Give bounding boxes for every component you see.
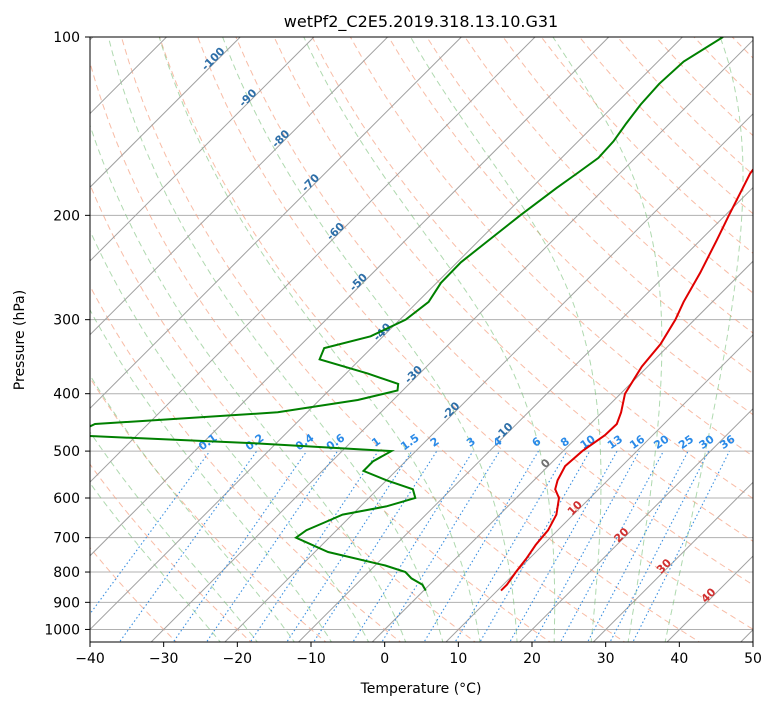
isotherm-line bbox=[224, 113, 753, 642]
mixing-ratio-line bbox=[479, 450, 591, 642]
x-tick-label: 50 bbox=[744, 651, 762, 667]
dry-adiabat-line bbox=[349, 37, 753, 457]
moist-adiabat-line bbox=[303, 37, 556, 642]
dry-adiabat-line bbox=[273, 37, 753, 542]
dry-adiabat-line bbox=[90, 463, 252, 642]
chart-title: wetPf2_C2E5.2019.318.13.10.G31 bbox=[284, 12, 558, 32]
mixing-ratio-line bbox=[381, 450, 501, 642]
isotherm-line bbox=[297, 186, 753, 642]
x-tick-label: 20 bbox=[523, 651, 541, 667]
dry-adiabat-line bbox=[90, 61, 551, 642]
sounding-series bbox=[90, 37, 753, 592]
dry-adiabat-line bbox=[197, 37, 753, 630]
y-tick-label: 300 bbox=[53, 313, 80, 329]
mixing-ratio-line bbox=[559, 450, 664, 642]
y-tick-label: 1000 bbox=[44, 622, 80, 638]
mixing-ratio-line bbox=[632, 450, 730, 642]
moist-adiabat-line bbox=[107, 37, 444, 642]
isotherm-line bbox=[371, 260, 753, 642]
dry-adiabat-line bbox=[235, 37, 753, 586]
dry-adiabat-line bbox=[426, 37, 753, 375]
y-tick-label: 600 bbox=[53, 491, 80, 507]
moist-adiabat-line bbox=[410, 37, 602, 642]
isotherm-line bbox=[445, 334, 753, 642]
plot-grid bbox=[90, 37, 753, 642]
x-tick-label: −30 bbox=[149, 651, 179, 667]
plot-frame bbox=[89, 36, 754, 643]
mixing-ratio-line bbox=[454, 450, 568, 642]
x-tick-label: 0 bbox=[380, 651, 389, 667]
dry-adiabat-line bbox=[120, 37, 626, 642]
isotherm-line bbox=[90, 37, 463, 410]
x-tick-label: −10 bbox=[296, 651, 326, 667]
moist-adiabat-line bbox=[90, 229, 370, 642]
dewpoint-line bbox=[90, 37, 724, 592]
x-tick-label: 40 bbox=[670, 651, 688, 667]
moist-adiabat-line bbox=[90, 123, 407, 642]
isotherm-line bbox=[90, 37, 389, 336]
moist-adiabat-line bbox=[664, 37, 744, 642]
isotherm-line bbox=[90, 37, 536, 483]
isotherm-line bbox=[90, 37, 241, 188]
x-tick-label: 30 bbox=[597, 651, 615, 667]
mixing-ratio-line bbox=[286, 450, 413, 642]
y-tick-label: 700 bbox=[53, 531, 80, 547]
moist-adiabat-line bbox=[552, 37, 663, 642]
y-tick-label: 200 bbox=[53, 208, 80, 224]
mixing-ratio-line bbox=[509, 450, 618, 642]
isotherm-line bbox=[592, 481, 753, 642]
x-tick-label: −20 bbox=[223, 651, 253, 667]
y-tick-label: 400 bbox=[53, 387, 80, 403]
mixing-ratio-line bbox=[533, 450, 640, 642]
mixing-ratio-line bbox=[90, 450, 211, 615]
dry-adiabat-line bbox=[90, 376, 327, 642]
dry-adiabat-line bbox=[311, 37, 753, 500]
x-axis-ticks: −40 −30 −20 −10 0 10 20 30 40 50 bbox=[75, 642, 762, 667]
isotherm-line bbox=[518, 407, 753, 642]
mixing-ratio-line bbox=[205, 450, 339, 642]
y-axis-label: Pressure (hPa) bbox=[12, 290, 28, 390]
y-tick-label: 500 bbox=[53, 444, 80, 460]
isotherm-line bbox=[150, 39, 753, 642]
dry-adiabat-line bbox=[502, 37, 753, 294]
isotherm-line bbox=[90, 37, 315, 262]
mixing-ratio-line bbox=[249, 450, 379, 642]
x-axis-label: Temperature (°C) bbox=[360, 681, 482, 697]
temperature-line bbox=[500, 168, 753, 592]
moist-adiabat-line bbox=[158, 37, 481, 642]
dry-adiabat-line bbox=[464, 37, 753, 334]
mixing-ratio-line bbox=[609, 450, 710, 642]
mixing-ratio-line bbox=[586, 450, 689, 642]
isotherm-line bbox=[90, 37, 684, 631]
y-tick-label: 100 bbox=[53, 30, 80, 46]
moist-adiabat-line bbox=[90, 308, 333, 642]
x-tick-label: 10 bbox=[449, 651, 467, 667]
mixing-ratio-line bbox=[423, 450, 539, 642]
moist-adiabat-line bbox=[90, 431, 259, 642]
dry-adiabat-line bbox=[388, 37, 753, 416]
isotherm-line bbox=[90, 37, 610, 557]
moist-adiabat-line bbox=[90, 482, 222, 642]
y-tick-label: 900 bbox=[53, 595, 80, 611]
mixing-ratio-line bbox=[172, 450, 308, 642]
x-tick-label: −40 bbox=[75, 651, 105, 667]
y-axis-ticks: 100 200 300 400 500 600 700 800 900 1000 bbox=[44, 30, 90, 638]
y-tick-label: 800 bbox=[53, 565, 80, 581]
